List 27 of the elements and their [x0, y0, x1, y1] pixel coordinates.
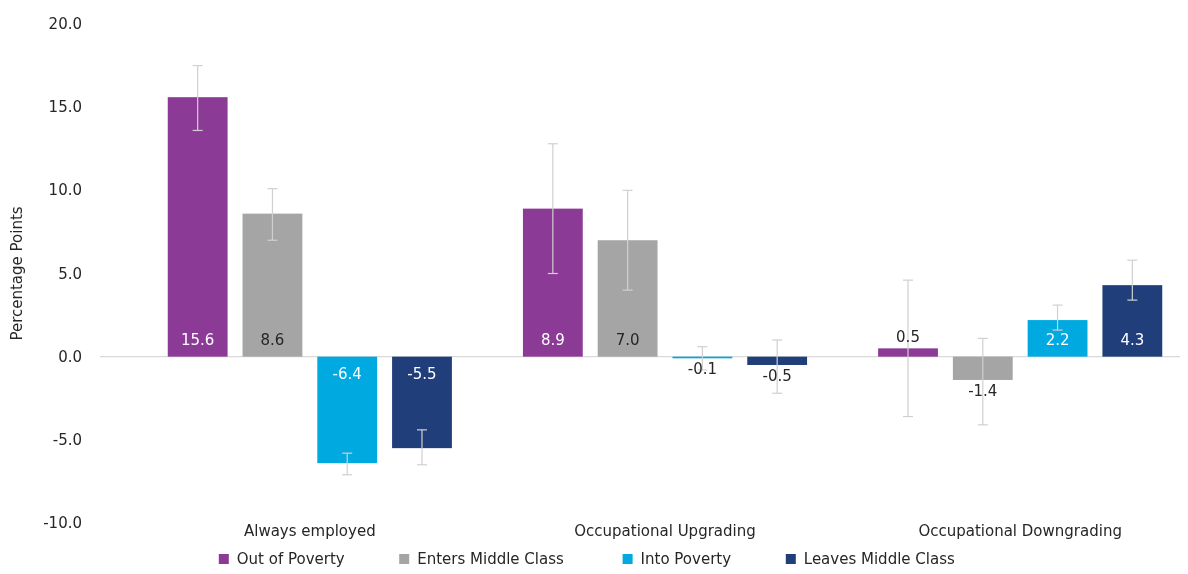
data-label: -0.1 — [687, 360, 718, 379]
y-tick-label: -10.0 — [43, 514, 82, 532]
y-tick-label: 5.0 — [58, 264, 82, 283]
legend-label: Enters Middle Class — [417, 550, 565, 568]
data-label: 0.5 — [896, 328, 920, 347]
y-tick-label: 20.0 — [48, 15, 82, 33]
y-axis-title: Percentage Points — [8, 206, 26, 341]
data-label: -1.4 — [968, 381, 998, 400]
data-label: 4.3 — [1120, 330, 1145, 349]
data-label: 8.9 — [540, 330, 565, 349]
data-label: 7.0 — [615, 330, 640, 349]
x-tick-label: Occupational Upgrading — [574, 522, 756, 540]
y-tick-label: 15.0 — [48, 98, 82, 117]
legend-label: Leaves Middle Class — [803, 550, 955, 568]
y-tick-label: 0.0 — [58, 347, 82, 366]
data-label: -6.4 — [332, 364, 362, 383]
y-tick-label: 10.0 — [48, 181, 82, 200]
x-tick-label: Always employed — [243, 522, 376, 540]
data-label: 15.6 — [180, 330, 215, 349]
x-tick-label: Occupational Downgrading — [918, 522, 1122, 540]
data-label: -0.5 — [762, 366, 792, 385]
data-label: -5.5 — [407, 364, 437, 383]
legend-label: Out of Poverty — [236, 550, 345, 568]
data-label: 2.2 — [1045, 330, 1070, 349]
legend-label: Into Poverty — [640, 550, 732, 568]
data-label: 8.6 — [260, 330, 285, 349]
y-tick-label: -5.0 — [52, 430, 82, 449]
